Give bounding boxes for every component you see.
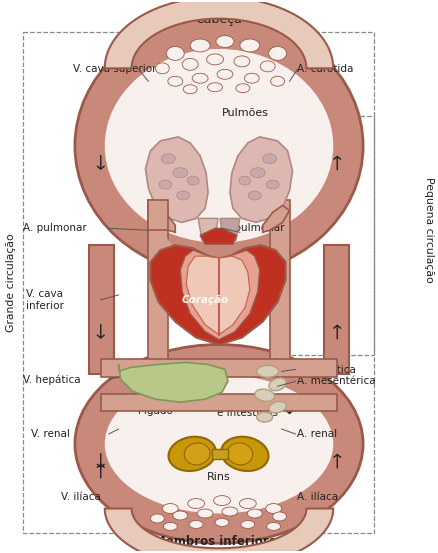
Polygon shape xyxy=(198,218,218,240)
Text: V. cava superior: V. cava superior xyxy=(73,64,156,74)
Text: Pulmões: Pulmões xyxy=(222,108,269,118)
Text: V. cava
inferior: V. cava inferior xyxy=(26,289,64,311)
Ellipse shape xyxy=(75,345,363,543)
Text: Coração: Coração xyxy=(181,295,229,305)
Ellipse shape xyxy=(182,59,198,70)
Ellipse shape xyxy=(240,39,260,52)
Ellipse shape xyxy=(163,523,177,530)
Ellipse shape xyxy=(255,389,275,401)
Ellipse shape xyxy=(168,76,183,86)
Ellipse shape xyxy=(267,523,281,530)
Polygon shape xyxy=(212,449,228,459)
Ellipse shape xyxy=(239,176,251,185)
Polygon shape xyxy=(105,0,333,69)
Ellipse shape xyxy=(166,46,184,60)
Ellipse shape xyxy=(197,509,213,518)
Polygon shape xyxy=(200,228,237,244)
Text: Rins: Rins xyxy=(207,472,231,482)
Ellipse shape xyxy=(266,504,282,514)
Ellipse shape xyxy=(271,76,285,86)
Ellipse shape xyxy=(222,507,238,516)
Text: Estômago
e intestinos: Estômago e intestinos xyxy=(217,396,278,418)
Text: V. hepática: V. hepática xyxy=(23,374,81,384)
Ellipse shape xyxy=(214,495,230,505)
Ellipse shape xyxy=(162,504,178,514)
Ellipse shape xyxy=(173,511,188,520)
Ellipse shape xyxy=(184,443,210,465)
Ellipse shape xyxy=(215,519,229,526)
Ellipse shape xyxy=(260,61,275,72)
Ellipse shape xyxy=(240,499,256,509)
Ellipse shape xyxy=(155,63,170,74)
Ellipse shape xyxy=(177,191,190,200)
Ellipse shape xyxy=(227,443,253,465)
Ellipse shape xyxy=(150,514,164,523)
Polygon shape xyxy=(263,206,290,232)
Ellipse shape xyxy=(192,74,208,84)
Polygon shape xyxy=(148,206,175,232)
Ellipse shape xyxy=(188,499,205,509)
Text: A. hepática: A. hepática xyxy=(297,364,357,374)
Ellipse shape xyxy=(273,512,286,521)
Ellipse shape xyxy=(207,54,223,65)
Ellipse shape xyxy=(236,84,250,93)
Ellipse shape xyxy=(190,39,210,52)
Polygon shape xyxy=(119,362,228,402)
Ellipse shape xyxy=(189,520,203,529)
Ellipse shape xyxy=(221,437,268,471)
Ellipse shape xyxy=(241,520,255,529)
Text: V. renal: V. renal xyxy=(31,429,70,439)
Ellipse shape xyxy=(208,83,223,92)
Ellipse shape xyxy=(266,180,279,189)
Polygon shape xyxy=(105,509,333,553)
Polygon shape xyxy=(145,137,208,222)
Polygon shape xyxy=(230,137,293,222)
Ellipse shape xyxy=(216,35,234,48)
Text: Membros inferiores: Membros inferiores xyxy=(154,535,284,548)
Ellipse shape xyxy=(250,168,265,178)
Text: A. mesentérica: A. mesentérica xyxy=(297,377,376,387)
Ellipse shape xyxy=(183,85,197,93)
Text: A. ilíaca: A. ilíaca xyxy=(297,492,339,502)
Polygon shape xyxy=(186,256,250,335)
Ellipse shape xyxy=(217,69,233,79)
Text: A. pulmonar: A. pulmonar xyxy=(23,223,87,233)
Text: Grande circulação: Grande circulação xyxy=(6,233,16,332)
Polygon shape xyxy=(180,250,260,340)
Text: Pequena circulação: Pequena circulação xyxy=(424,178,434,283)
Polygon shape xyxy=(101,394,337,411)
Polygon shape xyxy=(148,201,168,369)
Polygon shape xyxy=(220,218,240,240)
Ellipse shape xyxy=(268,46,286,60)
Ellipse shape xyxy=(269,378,286,391)
Polygon shape xyxy=(270,201,290,369)
Ellipse shape xyxy=(269,401,286,413)
Text: V. pulmonar: V. pulmonar xyxy=(222,223,284,233)
Ellipse shape xyxy=(173,168,188,178)
Ellipse shape xyxy=(247,509,262,518)
Ellipse shape xyxy=(105,374,333,514)
Polygon shape xyxy=(150,245,286,345)
Text: A. renal: A. renal xyxy=(297,429,338,439)
Polygon shape xyxy=(324,245,349,374)
Text: V. ilíaca: V. ilíaca xyxy=(61,492,101,502)
Ellipse shape xyxy=(169,437,216,471)
Text: Cabeça: Cabeça xyxy=(195,13,243,26)
Ellipse shape xyxy=(105,49,333,243)
Ellipse shape xyxy=(244,74,259,84)
Ellipse shape xyxy=(187,176,199,185)
Ellipse shape xyxy=(234,56,250,67)
Polygon shape xyxy=(148,201,168,230)
Polygon shape xyxy=(101,359,337,377)
Polygon shape xyxy=(89,245,114,374)
Ellipse shape xyxy=(257,366,279,377)
Ellipse shape xyxy=(75,17,363,275)
Ellipse shape xyxy=(159,180,172,189)
Ellipse shape xyxy=(263,154,277,164)
Text: A. carótida: A. carótida xyxy=(297,64,354,74)
Text: Fígado: Fígado xyxy=(138,406,173,416)
Ellipse shape xyxy=(161,154,175,164)
Ellipse shape xyxy=(248,191,261,200)
Ellipse shape xyxy=(257,412,273,422)
